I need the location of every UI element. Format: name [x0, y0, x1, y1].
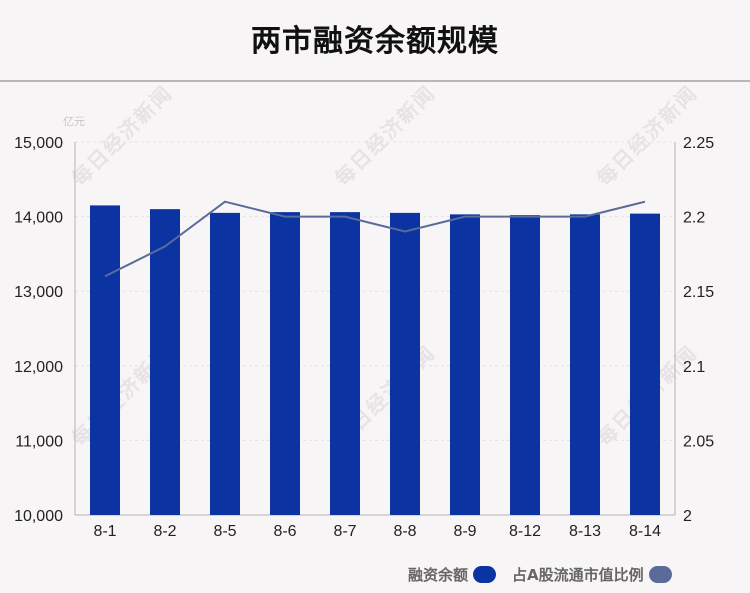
y-right-tick-label: 2 — [683, 508, 692, 525]
ratio-line — [104, 200, 646, 278]
legend-swatch-balance — [473, 565, 497, 583]
y-left-tick-label: 11,000 — [15, 433, 63, 450]
legend-label-ratio: 占A股流通市值比例 — [512, 565, 644, 584]
x-tick-label: 8-1 — [93, 523, 116, 540]
bar — [270, 212, 300, 515]
x-tick-label: 8-2 — [153, 523, 176, 540]
legend: 融资余额 占A股流通市值比例 — [408, 563, 688, 585]
y-left-tick-label: 13,000 — [14, 284, 63, 301]
x-tick-label: 8-12 — [509, 523, 541, 540]
bar — [390, 212, 420, 515]
bar — [570, 214, 600, 515]
bar — [450, 214, 480, 515]
legend-item-ratio: 占A股流通市值比例 — [512, 564, 672, 585]
bar — [630, 213, 660, 515]
legend-item-balance: 融资余额 — [408, 564, 497, 585]
bar — [150, 209, 180, 515]
x-tick-label: 8-5 — [213, 523, 236, 540]
y-left-tick-label: 12,000 — [14, 359, 63, 376]
chart-title: 两市融资余额规模 — [251, 24, 499, 59]
y-right-tick-label: 2.15 — [683, 284, 714, 301]
legend-label-balance: 融资余额 — [408, 565, 469, 584]
bar — [510, 215, 540, 515]
y-right-tick-label: 2.05 — [683, 433, 714, 450]
bar — [330, 212, 360, 515]
y-right-tick-label: 2.25 — [683, 135, 714, 152]
y-left-unit-label: 亿元 — [63, 115, 85, 128]
x-tick-label: 8-9 — [453, 523, 476, 540]
y-right-tick-label: 2.2 — [683, 210, 705, 227]
y-left-tick-label: 14,000 — [14, 210, 63, 227]
title-divider — [0, 80, 750, 82]
x-tick-label: 8-6 — [273, 523, 296, 540]
y-left-tick-label: 10,000 — [14, 508, 63, 525]
legend-swatch-ratio — [648, 565, 672, 583]
x-tick-label: 8-13 — [569, 523, 601, 540]
y-left-tick-label: 15,000 — [14, 135, 63, 152]
x-tick-label: 8-14 — [629, 523, 661, 540]
bar — [210, 212, 240, 515]
x-tick-label: 8-8 — [393, 523, 416, 540]
y-right-tick-label: 2.1 — [683, 359, 705, 376]
bar — [90, 205, 120, 515]
x-tick-label: 8-7 — [333, 523, 356, 540]
